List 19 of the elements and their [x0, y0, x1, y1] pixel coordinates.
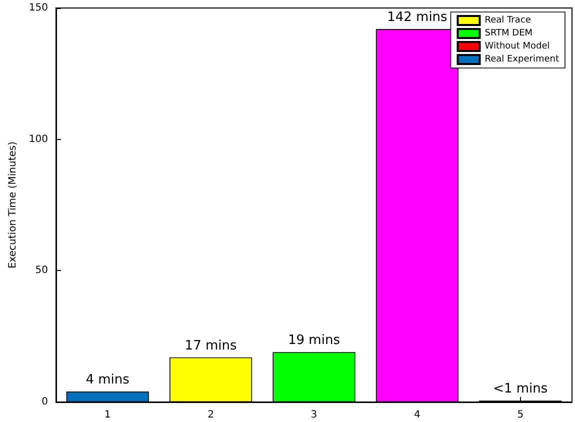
- y-axis-title: Execution Time (Minutes): [8, 141, 18, 269]
- x-tick-label: 4: [414, 410, 420, 420]
- y-tick-label: 0: [42, 396, 48, 408]
- x-tick-label: 5: [517, 410, 524, 420]
- legend-label: Real Experiment: [484, 54, 560, 64]
- data-label: 142 mins: [387, 10, 448, 26]
- data-label: 19 mins: [288, 333, 340, 348]
- data-label: 4 mins: [86, 372, 130, 388]
- x-tick-label: 2: [208, 410, 214, 420]
- legend-label: Without Model: [484, 42, 550, 52]
- x-tick-label: 3: [310, 410, 318, 420]
- legend-label: SRTM DEM: [484, 28, 533, 38]
- y-tick-label: 50: [35, 265, 48, 276]
- y-tick-label: 150: [28, 2, 48, 14]
- data-label: <1 mins: [493, 382, 548, 397]
- legend-label: Real Trace: [484, 16, 532, 26]
- data-label: 17 mins: [184, 338, 237, 354]
- y-tick-label: 100: [28, 134, 48, 145]
- x-tick-label: 1: [104, 410, 111, 420]
